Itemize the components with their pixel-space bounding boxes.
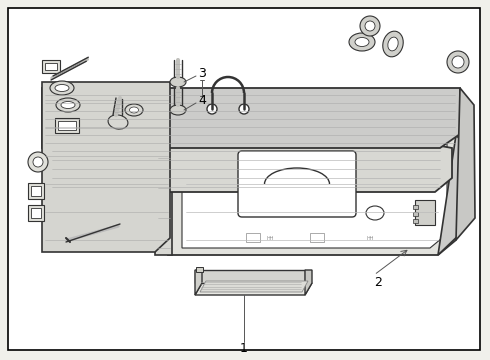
Polygon shape xyxy=(42,82,170,252)
Ellipse shape xyxy=(170,105,186,115)
Bar xyxy=(415,200,435,225)
Ellipse shape xyxy=(207,104,217,114)
Ellipse shape xyxy=(355,37,369,46)
Ellipse shape xyxy=(108,115,128,129)
Ellipse shape xyxy=(388,37,398,51)
Ellipse shape xyxy=(349,33,375,51)
Ellipse shape xyxy=(360,16,380,36)
Text: 1: 1 xyxy=(240,342,248,355)
Text: 3: 3 xyxy=(198,67,206,80)
Ellipse shape xyxy=(452,56,464,68)
Polygon shape xyxy=(42,88,460,148)
Polygon shape xyxy=(456,88,475,240)
Bar xyxy=(42,60,60,73)
Text: HH: HH xyxy=(266,235,274,240)
Polygon shape xyxy=(182,142,447,248)
Ellipse shape xyxy=(239,104,249,114)
Ellipse shape xyxy=(61,102,75,108)
Ellipse shape xyxy=(383,31,403,57)
Polygon shape xyxy=(155,130,172,255)
Bar xyxy=(413,219,418,223)
Ellipse shape xyxy=(125,104,143,116)
Polygon shape xyxy=(305,270,312,295)
Polygon shape xyxy=(438,135,465,255)
Bar xyxy=(196,267,203,272)
Polygon shape xyxy=(195,270,305,283)
Bar xyxy=(45,63,57,70)
Text: 4: 4 xyxy=(198,94,206,107)
Bar xyxy=(55,118,79,133)
Polygon shape xyxy=(200,281,308,292)
FancyBboxPatch shape xyxy=(238,151,356,217)
Ellipse shape xyxy=(170,77,186,87)
Polygon shape xyxy=(195,270,202,295)
Text: 2: 2 xyxy=(374,275,382,288)
Bar xyxy=(28,183,44,199)
Ellipse shape xyxy=(28,152,48,172)
Text: HH: HH xyxy=(366,235,374,240)
Ellipse shape xyxy=(50,81,74,95)
Bar xyxy=(58,121,76,130)
Bar xyxy=(31,186,41,196)
Ellipse shape xyxy=(366,206,384,220)
Bar xyxy=(28,205,44,221)
Bar xyxy=(413,205,418,209)
Ellipse shape xyxy=(365,21,375,31)
Ellipse shape xyxy=(55,85,69,91)
Ellipse shape xyxy=(33,157,43,167)
Polygon shape xyxy=(168,135,456,255)
Polygon shape xyxy=(195,283,312,295)
Ellipse shape xyxy=(447,51,469,73)
Bar xyxy=(31,208,41,218)
Ellipse shape xyxy=(56,98,80,112)
Polygon shape xyxy=(48,126,452,192)
Bar xyxy=(413,212,418,216)
Ellipse shape xyxy=(129,107,139,113)
Bar xyxy=(310,233,324,242)
Bar xyxy=(246,233,260,242)
